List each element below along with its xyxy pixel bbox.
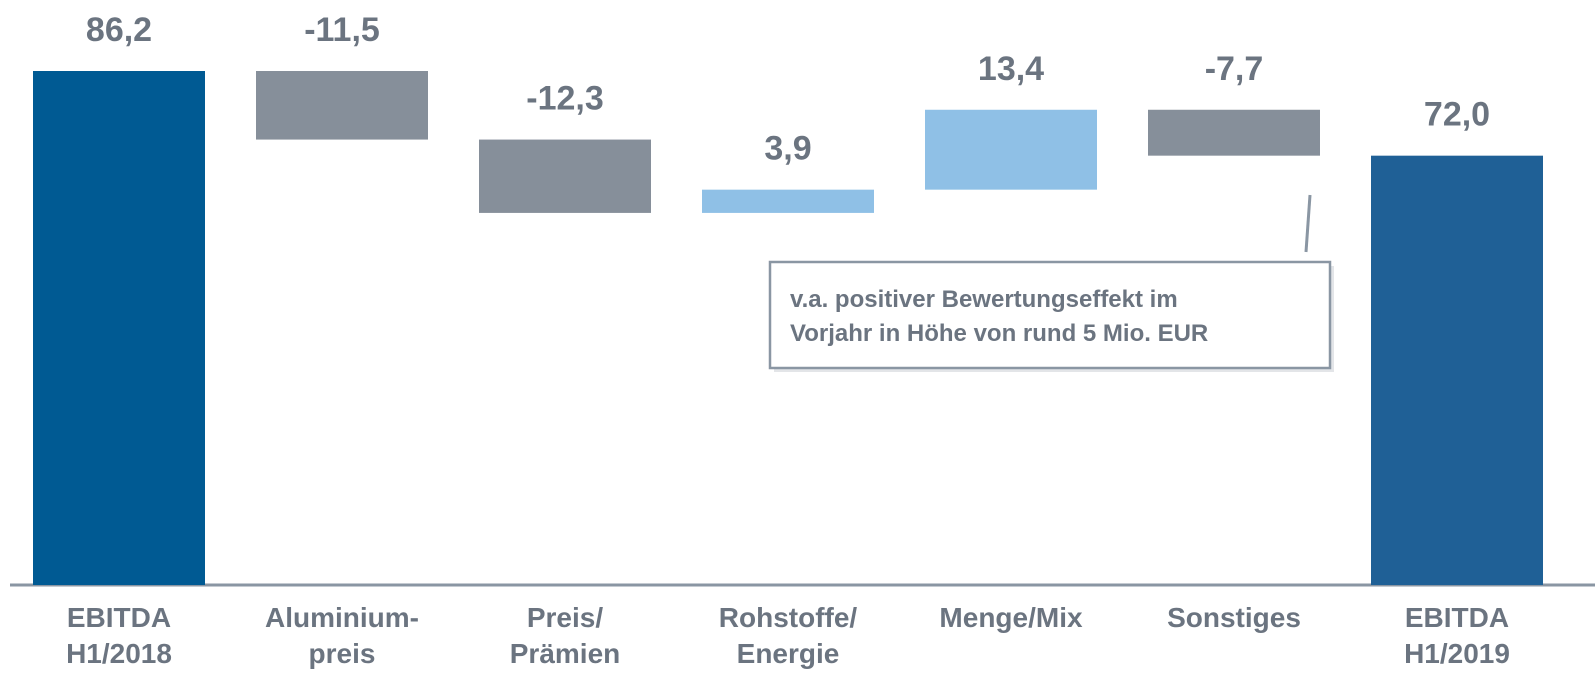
- bar: [256, 71, 428, 140]
- x-tick-label: Rohstoffe/Energie: [719, 602, 858, 669]
- x-tick-label: Menge/Mix: [939, 602, 1083, 633]
- x-tick-label: Preis/Prämien: [510, 602, 621, 669]
- value-label: 86,2: [86, 11, 152, 49]
- bar: [1371, 155, 1543, 585]
- annotation-text: v.a. positiver Bewertungseffekt im Vorjah…: [790, 286, 1208, 347]
- x-tick-label: Sonstiges: [1167, 602, 1301, 633]
- bar: [1148, 109, 1320, 156]
- bar: [702, 189, 874, 213]
- value-label: -7,7: [1205, 50, 1264, 88]
- value-label: 13,4: [978, 50, 1044, 88]
- x-tick-label: EBITDA H1/2018: [66, 602, 172, 669]
- annotation-box: [768, 260, 1332, 370]
- bar: [479, 139, 651, 213]
- value-label: -12,3: [526, 80, 604, 118]
- bar: [925, 109, 1097, 190]
- annotation-connector: [1304, 194, 1312, 253]
- value-label: 72,0: [1424, 96, 1490, 134]
- x-tick-label: EBITDA H1/2019: [1404, 602, 1510, 669]
- value-label: -11,5: [304, 11, 380, 49]
- value-label: 3,9: [764, 130, 811, 168]
- x-tick-label: Aluminium-preis: [265, 602, 419, 669]
- bar: [33, 71, 205, 585]
